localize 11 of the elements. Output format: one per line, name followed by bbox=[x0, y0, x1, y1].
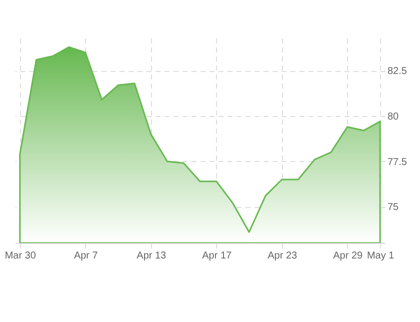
x-tick-label: May 1 bbox=[366, 250, 395, 262]
x-tick-label: Apr 23 bbox=[268, 250, 298, 262]
y-tick-label: 77.5 bbox=[388, 156, 408, 168]
y-tick-label: 82.5 bbox=[388, 66, 408, 78]
x-tick-label: Apr 17 bbox=[202, 250, 232, 262]
x-tick-label: Apr 7 bbox=[74, 250, 98, 262]
x-tick-label: Apr 13 bbox=[136, 250, 167, 262]
x-tick-label: Mar 30 bbox=[4, 250, 36, 262]
y-tick-label: 80 bbox=[388, 112, 400, 123]
y-tick-label: 75 bbox=[388, 202, 400, 214]
x-tick-label: Apr 29 bbox=[333, 250, 364, 262]
